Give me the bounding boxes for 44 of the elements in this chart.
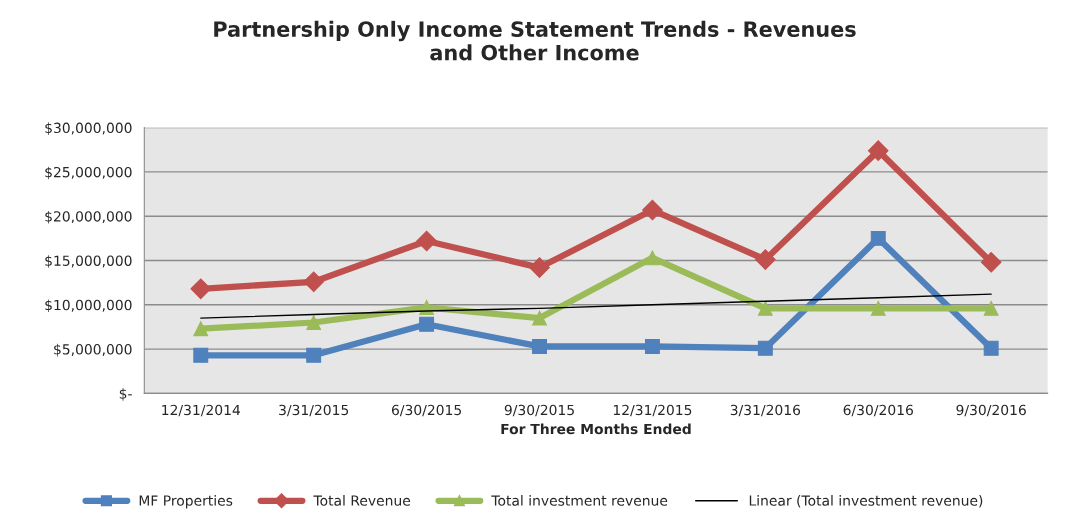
point	[416, 230, 437, 252]
legend-label: Linear (Total investment revenue)	[749, 495, 983, 508]
y-tick-label: $30,000,000	[45, 122, 132, 135]
x-tick-label: 12/31/2014	[162, 404, 241, 417]
point	[642, 199, 663, 221]
point	[980, 251, 1002, 273]
x-tick-label: 9/30/2016	[956, 404, 1026, 417]
x-tick-label: 3/31/2015	[279, 404, 349, 417]
legend-label: Total investment revenue	[491, 495, 668, 506]
point	[870, 300, 886, 316]
point	[190, 278, 212, 300]
x-tick-label: 6/30/2015	[391, 404, 461, 417]
chart-title: Partnership Only Income Statement Trends - Revenues and Other Income	[214, 20, 856, 61]
x-tick-label: 12/31/2015	[613, 404, 692, 417]
x-tick-label: 3/31/2016	[730, 404, 801, 417]
point	[303, 271, 325, 293]
y-tick-label: $20,000,000	[45, 210, 132, 224]
point	[306, 347, 322, 363]
y-tick-label: $10,000,000	[45, 299, 132, 313]
point	[867, 140, 889, 162]
y-tick-label: $-	[119, 388, 132, 401]
point	[757, 340, 773, 356]
point	[755, 249, 776, 270]
x-tick-label: 9/30/2015	[504, 404, 574, 417]
y-tick-label: $5,000,000	[54, 343, 132, 357]
point	[870, 230, 886, 246]
point	[983, 340, 999, 356]
point	[529, 257, 550, 278]
point	[983, 300, 999, 316]
point	[532, 310, 547, 326]
legend-label: Total Revenue	[313, 495, 411, 506]
x-axis-title: For Three Months Ended	[501, 423, 691, 435]
point	[757, 300, 773, 316]
y-tick-label: $25,000,000	[45, 166, 132, 180]
x-tick-label: 6/30/2016	[843, 404, 913, 417]
y-tick-label: $15,000,000	[45, 255, 132, 268]
point	[419, 316, 435, 332]
point	[644, 250, 660, 266]
point	[193, 347, 209, 363]
point	[532, 338, 547, 354]
legend-label: MF Properties	[139, 495, 233, 509]
point	[193, 321, 209, 337]
point	[306, 315, 322, 330]
point	[644, 338, 660, 354]
